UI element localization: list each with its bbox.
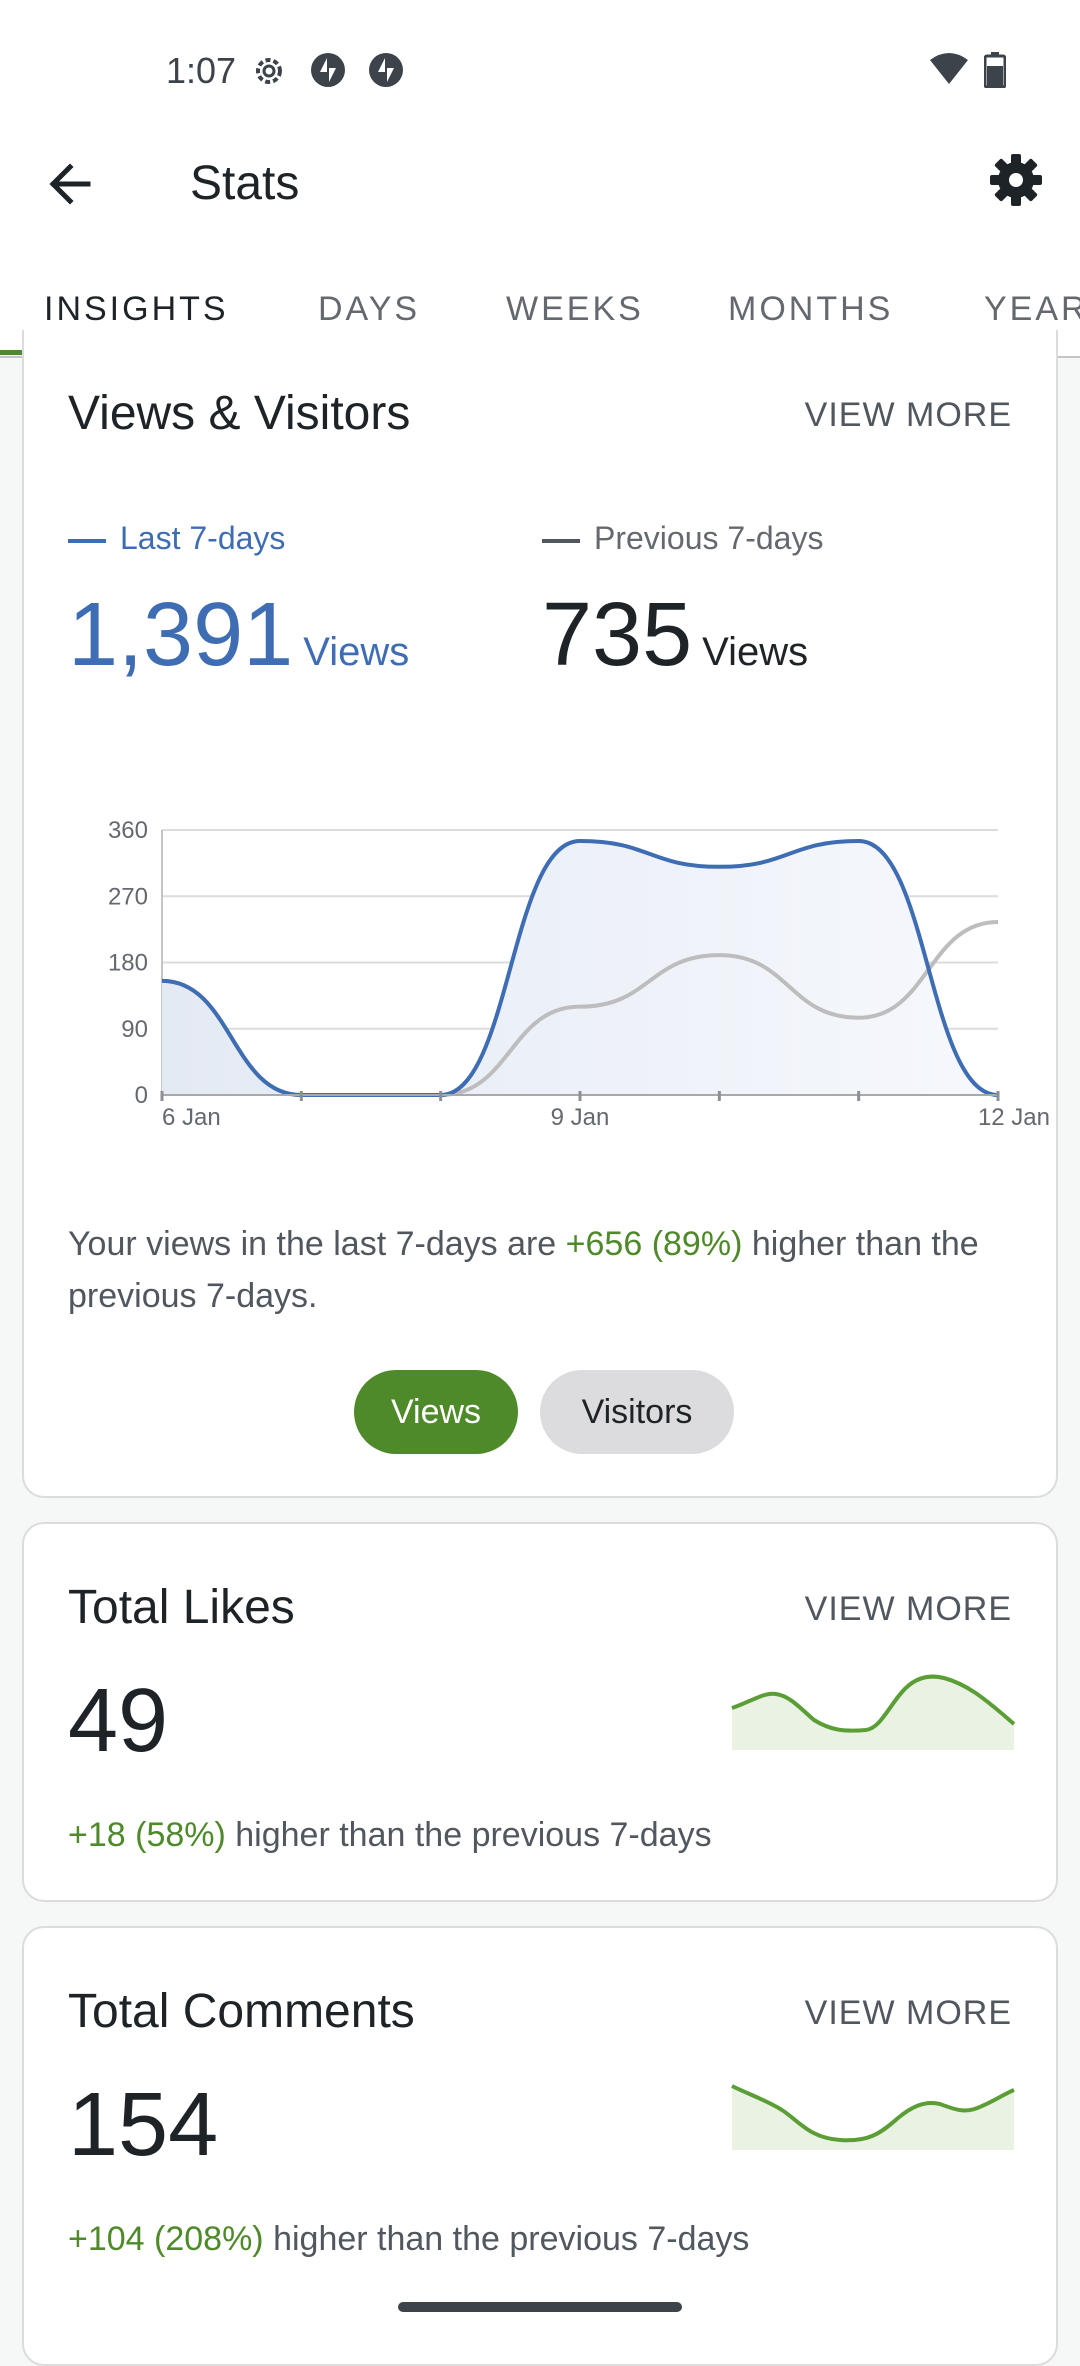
tab-years[interactable]: YEARS: [984, 290, 1080, 328]
jetpack-notification-icon: [311, 53, 345, 87]
view-more-button[interactable]: VIEW MORE: [804, 1590, 1012, 1628]
previous-views-unit: Views: [702, 630, 809, 674]
back-arrow-icon[interactable]: [42, 154, 102, 214]
card-title: Views & Visitors: [68, 387, 411, 440]
status-bar: 1:07: [0, 0, 1080, 140]
card-title: Total Likes: [68, 1581, 295, 1634]
legend-current-line: [68, 538, 106, 543]
x-tick-label: 6 Jan: [162, 1104, 221, 1131]
status-time: 1:07: [166, 50, 237, 91]
legend-current: Last 7-days: [68, 520, 285, 557]
x-tick-label: 12 Jan: [978, 1104, 1050, 1131]
app-bar: 1:07 Stats: [0, 0, 1080, 358]
x-tick-label: 9 Jan: [551, 1104, 610, 1131]
likes-sparkline: [731, 1674, 1016, 1750]
gear-icon[interactable]: [984, 148, 1048, 212]
current-views-unit: Views: [303, 630, 410, 674]
tab-insights[interactable]: INSIGHTS: [44, 290, 229, 328]
card-title: Total Comments: [68, 1985, 415, 2038]
toolbar: Stats: [0, 140, 1080, 280]
stats-tabs: INSIGHTS DAYS WEEKS MONTHS YEARS: [0, 262, 1080, 358]
current-views: 1,391 Views: [68, 580, 409, 707]
total-comments-card: Total Comments VIEW MORE 154 +104 (208%)…: [22, 1926, 1058, 2366]
likes-delta-change: +18 (58%): [68, 1816, 226, 1854]
view-more-button[interactable]: VIEW MORE: [804, 396, 1012, 434]
summary-change: +656 (89%): [565, 1225, 743, 1263]
summary-suffix: higher than the previous 7-days.: [68, 1225, 979, 1315]
comments-delta-suffix: higher than the previous 7-days: [263, 2220, 750, 2258]
legend-current-label: Last 7-days: [120, 520, 286, 556]
y-tick-label: 360: [108, 817, 148, 844]
total-likes-card: Total Likes VIEW MORE 49 +18 (58%) highe…: [22, 1522, 1058, 1902]
y-tick-label: 180: [108, 950, 148, 977]
wifi-icon: [930, 53, 968, 84]
views-toggle-button[interactable]: Views: [354, 1370, 518, 1454]
views-summary: Your views in the last 7-days are +656 (…: [68, 1218, 1018, 1322]
comments-delta-change: +104 (208%): [68, 2220, 264, 2258]
summary-prefix: Your views in the last 7-days are: [68, 1225, 566, 1263]
visitors-toggle-button[interactable]: Visitors: [540, 1370, 734, 1454]
legend-previous: Previous 7-days: [542, 520, 823, 557]
legend-previous-line: [542, 538, 580, 543]
comments-sparkline: [731, 2084, 1015, 2150]
comments-delta: +104 (208%) higher than the previous 7-d…: [68, 2220, 749, 2259]
comments-value: 154: [68, 2075, 219, 2175]
page-title: Stats: [190, 157, 300, 210]
tab-weeks[interactable]: WEEKS: [506, 290, 644, 328]
gesture-nav-handle[interactable]: [398, 2302, 682, 2312]
likes-delta: +18 (58%) higher than the previous 7-day…: [68, 1816, 712, 1855]
likes-value: 49: [68, 1671, 169, 1771]
views-visitors-card: Views & Visitors VIEW MORE Last 7-days P…: [22, 330, 1058, 1498]
previous-views-value: 735: [542, 585, 693, 685]
y-tick-label: 90: [121, 1016, 148, 1043]
tab-months[interactable]: MONTHS: [728, 290, 894, 328]
current-views-value: 1,391: [68, 585, 294, 685]
previous-views: 735 Views: [542, 580, 808, 707]
view-more-button[interactable]: VIEW MORE: [804, 1994, 1012, 2032]
likes-delta-suffix: higher than the previous 7-days: [225, 1816, 712, 1854]
views-chart: 0 90 180 270 360 6 Jan 9 Jan 12 Jan: [108, 817, 1050, 1131]
battery-icon: [984, 52, 1006, 88]
y-tick-label: 270: [108, 883, 148, 910]
y-tick-label: 0: [135, 1082, 148, 1109]
settings-status-icon: [256, 58, 282, 84]
legend-previous-label: Previous 7-days: [594, 520, 824, 556]
jetpack-notification-icon-2: [369, 53, 403, 87]
current-series-area: [162, 841, 998, 1095]
tab-days[interactable]: DAYS: [318, 290, 421, 328]
